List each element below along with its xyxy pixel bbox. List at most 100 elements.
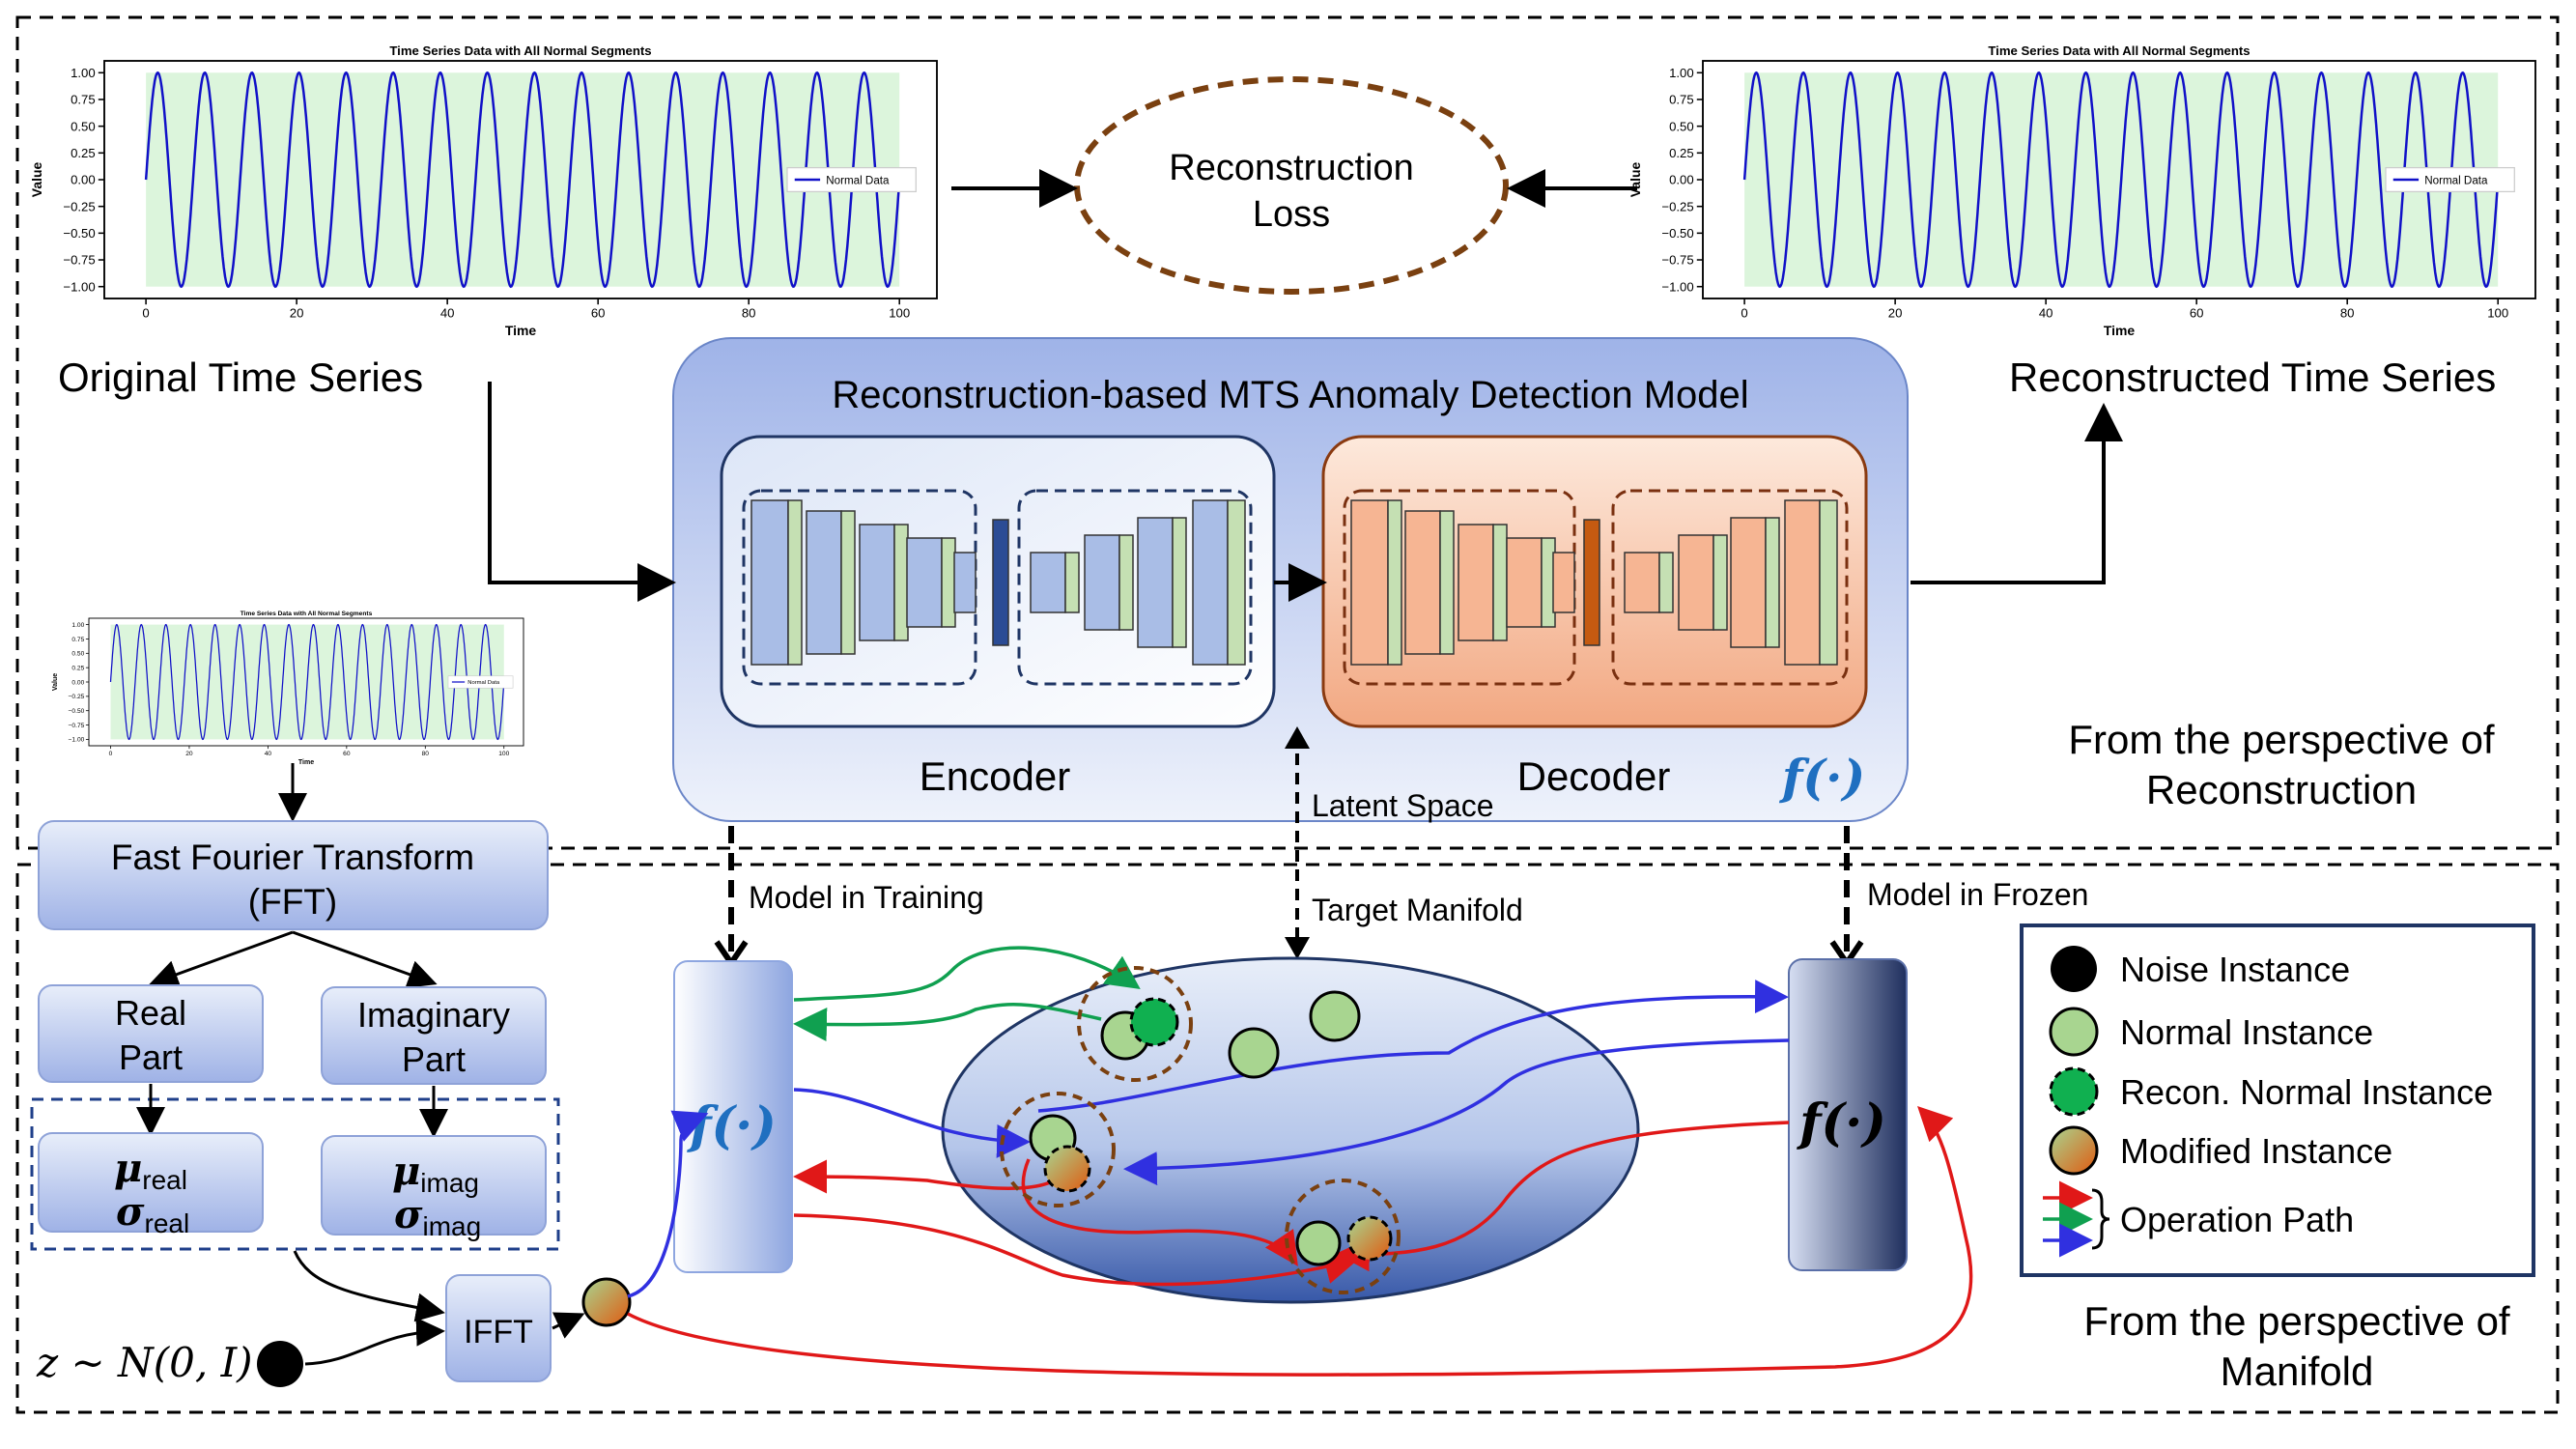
x-tick-label: 0 [142,305,149,320]
target-manifold-label: Target Manifold [1312,893,1523,927]
svg-text:σreal: σreal [116,1189,189,1238]
sigma-real-symbol: σ [116,1189,145,1235]
y-tick-label: −0.50 [69,708,85,715]
decoder-label: Decoder [1517,753,1671,799]
network-layer [992,519,1009,646]
x-tick-label: 0 [109,751,113,757]
mu-real-subscript: real [142,1165,187,1195]
normal-data-line [109,623,505,741]
arrow-noise-to-ifft [304,1317,445,1366]
network-layer [1404,510,1441,655]
network-layer [840,510,856,655]
x-tick-label: 60 [591,305,606,320]
y-tick-label: −0.25 [1661,199,1693,213]
x-tick-label: 80 [742,305,756,320]
network-layer [1713,534,1728,631]
network-layer [859,524,895,641]
imag-params-box [321,1135,547,1236]
reconstruction-panel-frame [15,15,2560,850]
manifold-panel-frame [15,863,2560,1414]
sigma-imag-symbol: σ [394,1192,423,1237]
y-tick-label: −0.75 [63,253,95,268]
legend-normal-icon [2049,1007,2099,1057]
y-axis-label: Value [29,162,44,198]
x-tick-label: 100 [889,305,910,320]
network-layer [1084,534,1120,631]
y-tick-label: 1.00 [71,622,84,629]
network-layer [1492,524,1508,641]
x-tick-label: 100 [498,751,509,757]
svg-text:μimag: μimag [392,1149,479,1198]
perspective-reconstruction-1: From the perspective of [2068,717,2495,762]
network-layer [806,510,842,655]
legend-box [2020,923,2535,1277]
network-layer [1624,552,1660,613]
original-series-plot: 1.00 0.75 0.50 0.25 0.00 −0.25 −0.50 −0.75 −1.00… [29,43,938,338]
distribution-params-frame [30,1097,560,1251]
legend-path-label: Operation Path [2120,1200,2354,1239]
x-axis-label: Time [298,759,314,766]
mu-imag-symbol: μ [392,1149,420,1194]
network-layer [1064,552,1080,613]
x-tick-label: 60 [343,751,351,757]
network-layer [1784,499,1821,666]
noise-distribution-label: z ~ N(0, I) [36,1339,253,1386]
fft-label-1: Fast Fourier Transform [111,838,474,877]
legend-noise-icon [2051,946,2097,992]
network-layer [1583,519,1600,646]
network-layer [953,552,977,613]
legend-recon-icon [2049,1066,2099,1117]
model-in-frozen-label: Model in Frozen [1867,877,2088,912]
generated-modified-instance [581,1277,632,1327]
y-tick-label: −0.75 [69,723,85,729]
legend-brace-icon [2091,1188,2110,1250]
y-tick-label: −0.50 [63,226,95,241]
legend-normal-label: Normal Instance [2120,1012,2373,1052]
mu-real-symbol: μ [114,1146,142,1191]
red-path-frozen-to-manifold [1336,1121,1790,1272]
network-layer [1137,517,1174,648]
plot-title: Time Series Data with All Normal Segment… [1988,43,2250,58]
arrow-params-to-ifft [293,1250,445,1322]
x-tick-label: 60 [2190,305,2204,320]
network-layer [1118,534,1134,631]
perspective-manifold-1: From the perspective of [2083,1298,2510,1344]
legend-modified-label: Modified Instance [2120,1131,2392,1171]
ifft-box [445,1274,552,1382]
group-ring-bottom [1285,1179,1401,1294]
reconstructed-series-plot: 1.00 0.75 0.50 0.25 0.00 −0.25 −0.50 −0.75 −1.00… [1628,43,2536,338]
y-tick-label: 0.00 [71,679,84,686]
network-layer [941,537,956,628]
real-params-box [38,1132,264,1233]
y-tick-label: 0.00 [71,173,96,187]
network-layer [1506,537,1543,628]
normal-instance [1228,1027,1280,1079]
ifft-label: IFFT [464,1314,533,1350]
x-tick-label: 0 [1741,305,1747,320]
noise-instance-node [257,1341,303,1387]
network-layer [787,499,803,666]
y-tick-label: 0.75 [1669,93,1694,107]
y-axis-label: Value [52,673,59,691]
blue-path-to-manifold [793,1088,1031,1158]
red-path-training-to-manifold [793,1213,1359,1287]
network-layer [750,499,789,666]
plot-title: Time Series Data with All Normal Segment… [389,43,651,58]
modified-instance [1346,1215,1393,1262]
red-path-generated-to-frozen [627,1106,1973,1377]
network-layer [1172,517,1187,648]
y-tick-label: −1.00 [63,279,95,294]
arrow-input-to-model [488,382,676,602]
y-tick-label: 0.00 [1669,173,1694,187]
y-tick-label: 0.25 [1669,146,1694,160]
sigma-imag-subscript: imag [423,1211,482,1241]
imaginary-part-label-1: Imaginary [357,995,510,1035]
network-layer [1439,510,1455,655]
encoder-layers [750,499,1246,666]
x-tick-label: 80 [422,751,430,757]
x-tick-label: 100 [2487,305,2508,320]
network-layer [1458,524,1494,641]
network-layer [1730,517,1767,648]
y-tick-label: −0.25 [69,694,85,700]
